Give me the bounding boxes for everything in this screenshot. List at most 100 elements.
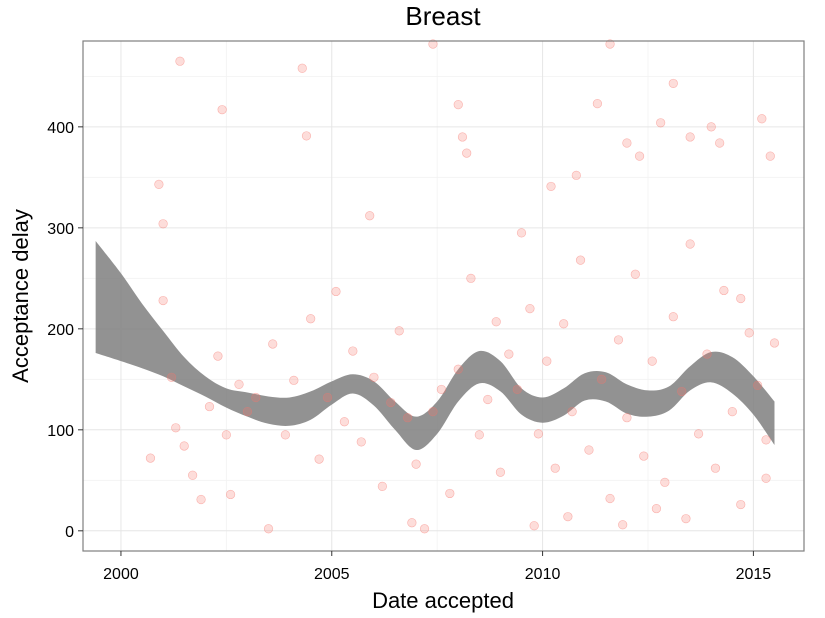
data-point (685, 239, 695, 249)
data-point (533, 429, 543, 439)
data-point (297, 63, 307, 73)
data-point (158, 219, 168, 229)
data-point (622, 413, 632, 423)
data-point (166, 372, 177, 382)
data-point (710, 463, 721, 473)
x-tick-label: 2010 (525, 566, 561, 583)
data-point (677, 386, 687, 397)
data-point (234, 379, 244, 389)
data-point (453, 364, 463, 374)
data-point (377, 481, 387, 491)
data-point (428, 39, 438, 49)
y-axis-title: Acceptance delay (8, 209, 33, 383)
data-point (719, 285, 729, 296)
data-point (158, 295, 168, 306)
data-point (584, 445, 594, 455)
data-point (407, 518, 417, 528)
data-point (744, 328, 754, 338)
data-point (736, 293, 746, 304)
x-tick-label: 2015 (736, 566, 772, 583)
data-point (225, 489, 236, 500)
data-point (495, 467, 506, 477)
data-point (525, 304, 535, 314)
data-point (622, 138, 632, 148)
x-tick-label: 2000 (103, 566, 139, 583)
data-point (512, 384, 522, 395)
data-point (542, 356, 552, 366)
data-point (656, 118, 666, 128)
data-point (706, 122, 716, 132)
y-tick-label: 0 (65, 524, 74, 541)
x-axis: 2000 2005 2010 2015 (103, 551, 771, 583)
y-axis: 0 100 200 300 400 (47, 120, 83, 541)
data-point (736, 499, 746, 510)
data-point (483, 394, 493, 405)
data-point (322, 392, 333, 403)
data-point (221, 430, 231, 440)
data-point (154, 179, 164, 190)
data-point (761, 435, 771, 445)
data-point (175, 56, 185, 66)
data-point (251, 392, 261, 403)
data-point (301, 131, 312, 141)
data-point (571, 170, 581, 180)
data-point (715, 138, 725, 148)
data-point (702, 349, 712, 359)
data-point (639, 451, 649, 461)
smooth-band (95, 240, 775, 451)
data-point (550, 463, 560, 473)
data-point (453, 100, 463, 110)
data-point (634, 151, 645, 161)
data-point (651, 503, 662, 514)
data-point (529, 521, 539, 531)
y-tick-label: 200 (47, 322, 74, 339)
data-point (411, 459, 421, 469)
data-point (263, 524, 274, 534)
data-point (179, 441, 189, 451)
data-point (145, 453, 156, 463)
points-layer (145, 39, 780, 534)
data-point (474, 430, 484, 440)
data-point (592, 99, 602, 109)
x-axis-title: Date accepted (372, 588, 514, 613)
data-point (339, 417, 350, 427)
x-tick-label: 2005 (314, 566, 350, 583)
data-point (563, 512, 573, 522)
data-point (757, 114, 767, 124)
data-point (331, 286, 341, 297)
data-point (546, 181, 556, 192)
data-point (204, 401, 215, 412)
data-point (618, 520, 628, 530)
data-point (457, 132, 468, 142)
data-point (242, 407, 253, 417)
data-point (613, 335, 624, 345)
data-point (365, 211, 375, 221)
data-point (268, 339, 278, 349)
plot-border (82, 40, 805, 552)
data-point (306, 314, 316, 324)
data-point (289, 375, 299, 385)
data-point (605, 493, 615, 504)
data-point (504, 349, 514, 359)
data-point (386, 397, 396, 408)
data-point (445, 488, 455, 499)
data-point (605, 39, 615, 49)
data-point (394, 326, 404, 336)
data-point (765, 151, 775, 161)
data-point (597, 374, 607, 384)
data-point (436, 384, 446, 395)
smooth-band-layer (95, 240, 775, 451)
data-point (761, 473, 771, 483)
data-point (753, 380, 763, 390)
data-point (419, 524, 430, 534)
data-point (668, 312, 678, 322)
data-point (196, 494, 206, 505)
data-point (685, 132, 695, 142)
y-tick-label: 300 (47, 221, 74, 238)
data-point (403, 413, 413, 423)
data-point (668, 78, 678, 89)
data-point (516, 228, 527, 238)
data-point (693, 429, 704, 439)
data-point (647, 356, 657, 366)
